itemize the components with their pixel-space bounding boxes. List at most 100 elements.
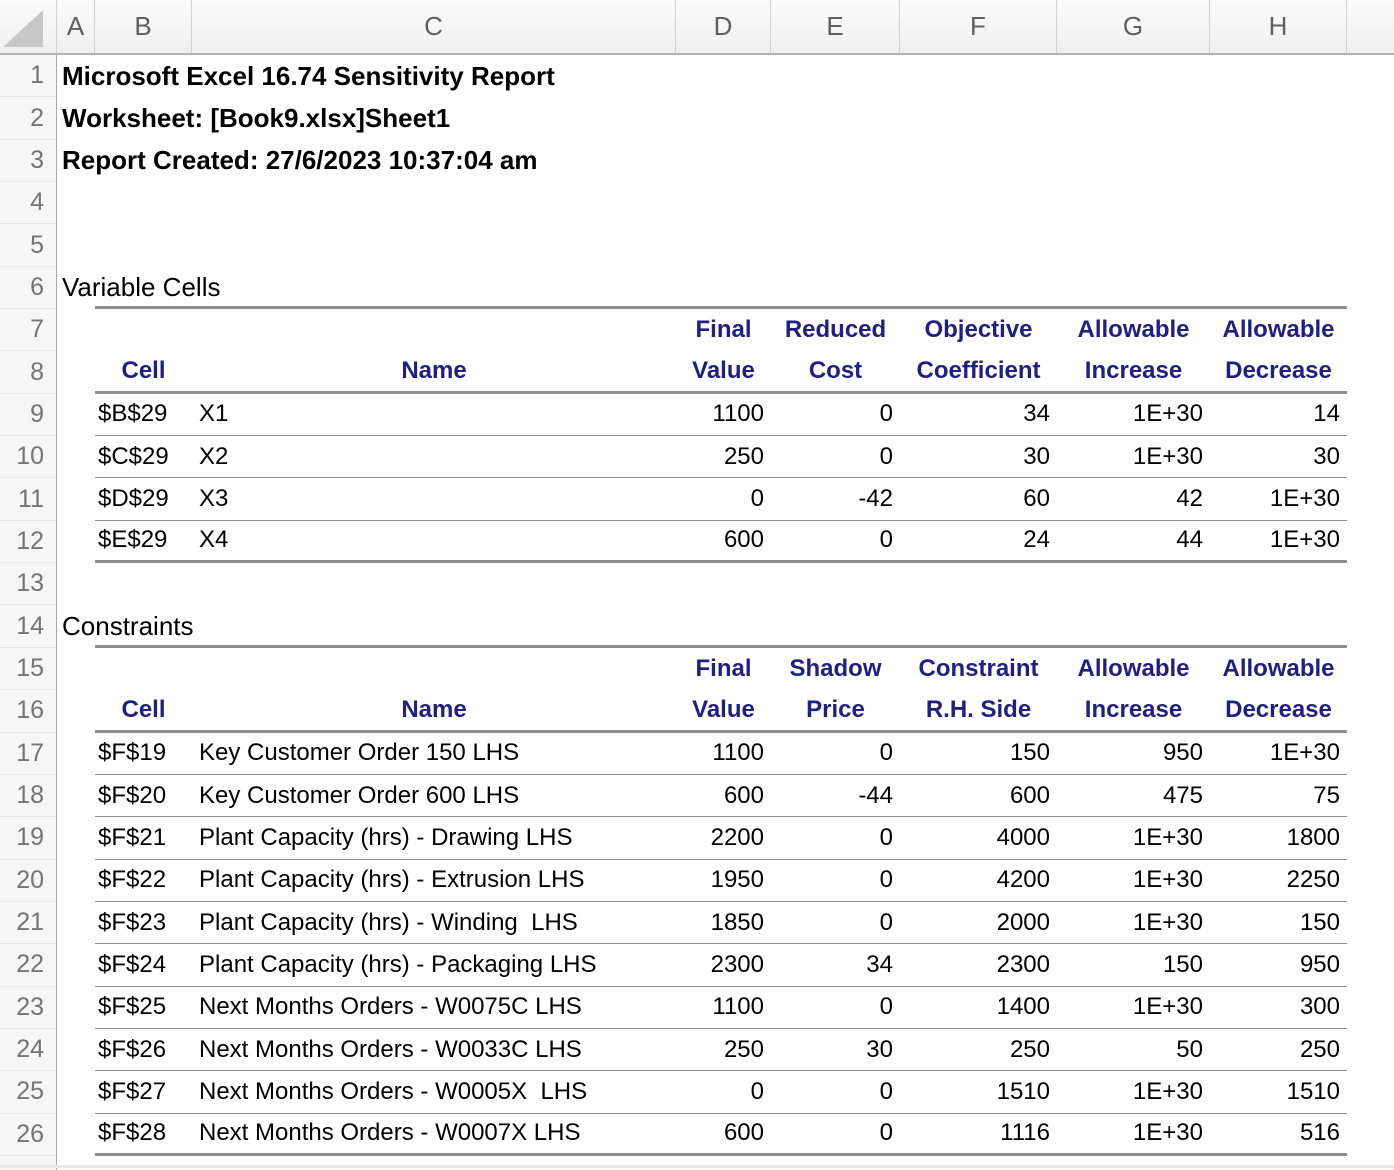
row-header[interactable]: 15	[0, 648, 56, 691]
ct-header-value[interactable]: Value	[692, 695, 755, 723]
row-header[interactable]: 16	[0, 690, 56, 733]
allowable-increase[interactable]: 1E+30	[1132, 823, 1203, 851]
cell-ref[interactable]: $C$29	[98, 442, 169, 470]
allowable-decrease[interactable]: 150	[1299, 908, 1340, 936]
variable-name[interactable]: X2	[199, 442, 229, 470]
vc-header-allowable-dec[interactable]: Allowable	[1222, 316, 1335, 344]
vc-header-cell[interactable]: Cell	[121, 357, 166, 385]
shadow-price[interactable]: 30	[866, 1035, 893, 1063]
constraint-rhs[interactable]: 4200	[996, 866, 1050, 894]
shadow-price[interactable]: 34	[866, 950, 893, 978]
ct-header-increase[interactable]: Increase	[1084, 695, 1183, 723]
constraint-name[interactable]: Next Months Orders - W0005X LHS	[199, 1078, 588, 1105]
row-header[interactable]: 13	[0, 563, 56, 606]
final-value[interactable]: 1850	[710, 908, 764, 936]
final-value[interactable]: 0	[750, 485, 764, 513]
allowable-decrease[interactable]: 1E+30	[1269, 526, 1340, 554]
allowable-decrease[interactable]: 250	[1299, 1035, 1340, 1063]
constraint-rhs[interactable]: 1510	[996, 1078, 1050, 1105]
cell-ref[interactable]: $F$25	[98, 993, 167, 1021]
row-header[interactable]: 7	[0, 309, 56, 352]
constraint-name[interactable]: Key Customer Order 600 LHS	[199, 781, 520, 809]
final-value[interactable]: 1100	[712, 993, 764, 1021]
vc-header-final[interactable]: Final	[695, 316, 752, 344]
allowable-decrease[interactable]: 1E+30	[1269, 485, 1340, 513]
vc-header-allowable-inc[interactable]: Allowable	[1077, 316, 1190, 344]
row-header[interactable]: 6	[0, 267, 56, 310]
variable-cells-label[interactable]: Variable Cells	[62, 272, 221, 303]
allowable-increase[interactable]: 42	[1176, 485, 1203, 513]
ct-header-name[interactable]: Name	[401, 695, 467, 723]
constraint-rhs[interactable]: 1400	[996, 993, 1050, 1021]
constraint-name[interactable]: Next Months Orders - W0075C LHS	[199, 993, 582, 1021]
constraints-label[interactable]: Constraints	[62, 611, 194, 642]
vc-header-reduced[interactable]: Reduced	[784, 316, 887, 344]
ct-header-price[interactable]: Price	[806, 695, 865, 723]
allowable-increase[interactable]: 950	[1162, 739, 1203, 767]
final-value[interactable]: 250	[723, 1035, 764, 1063]
shadow-price[interactable]: 0	[879, 866, 893, 894]
allowable-decrease[interactable]: 75	[1313, 781, 1340, 809]
row-header[interactable]: 9	[0, 394, 56, 437]
allowable-decrease[interactable]: 30	[1313, 442, 1340, 470]
allowable-decrease[interactable]: 1E+30	[1269, 739, 1340, 767]
final-value[interactable]: 1950	[710, 866, 764, 894]
final-value[interactable]: 600	[723, 1119, 764, 1147]
vc-header-increase[interactable]: Increase	[1084, 357, 1183, 385]
row-header[interactable]: 14	[0, 605, 56, 648]
vc-header-decrease[interactable]: Decrease	[1225, 357, 1332, 385]
shadow-price[interactable]: 0	[879, 993, 893, 1021]
objective-coefficient[interactable]: 24	[1023, 526, 1050, 554]
allowable-decrease[interactable]: 14	[1313, 400, 1340, 428]
allowable-increase[interactable]: 1E+30	[1132, 442, 1203, 470]
allowable-decrease[interactable]: 1800	[1286, 823, 1340, 851]
row-header[interactable]: 22	[0, 944, 56, 987]
allowable-increase[interactable]: 44	[1176, 526, 1203, 554]
constraint-name[interactable]: Key Customer Order 150 LHS	[199, 739, 520, 767]
cell-ref[interactable]: $F$20	[98, 781, 167, 809]
constraint-name[interactable]: Plant Capacity (hrs) - Winding LHS	[199, 908, 578, 936]
row-header[interactable]: 2	[0, 97, 56, 140]
ct-header-rhs[interactable]: R.H. Side	[925, 695, 1032, 723]
row-header[interactable]: 21	[0, 902, 56, 945]
shadow-price[interactable]: 0	[879, 1119, 893, 1147]
shadow-price[interactable]: 0	[879, 1078, 893, 1105]
cell-ref[interactable]: $F$21	[98, 823, 167, 851]
column-header[interactable]: E	[771, 0, 900, 53]
row-header[interactable]: 24	[0, 1029, 56, 1072]
row-header[interactable]: 26	[0, 1114, 56, 1156]
cell-ref[interactable]: $F$19	[98, 739, 167, 767]
column-header[interactable]: G	[1057, 0, 1210, 53]
allowable-increase[interactable]: 1E+30	[1132, 866, 1203, 894]
final-value[interactable]: 250	[723, 442, 764, 470]
cell-ref[interactable]: $F$22	[98, 866, 167, 894]
constraint-name[interactable]: Next Months Orders - W0033C LHS	[199, 1035, 582, 1063]
allowable-increase[interactable]: 150	[1162, 950, 1203, 978]
column-header[interactable]: D	[676, 0, 771, 53]
allowable-increase[interactable]: 1E+30	[1132, 1078, 1203, 1105]
select-all-corner[interactable]	[0, 0, 57, 53]
allowable-decrease[interactable]: 516	[1299, 1119, 1340, 1147]
row-header[interactable]: 3	[0, 140, 56, 183]
reduced-cost[interactable]: 0	[879, 400, 893, 428]
ct-header-cell[interactable]: Cell	[121, 695, 166, 723]
shadow-price[interactable]: -44	[858, 781, 893, 809]
column-header[interactable]: C	[192, 0, 676, 53]
row-header[interactable]: 8	[0, 351, 56, 394]
vc-header-name[interactable]: Name	[401, 357, 467, 385]
constraint-rhs[interactable]: 600	[1009, 781, 1050, 809]
variable-name[interactable]: X3	[199, 485, 229, 513]
row-header[interactable]: 17	[0, 733, 56, 775]
column-header[interactable]: H	[1210, 0, 1347, 53]
cell-ref[interactable]: $F$24	[98, 950, 167, 978]
final-value[interactable]: 600	[723, 781, 764, 809]
reduced-cost[interactable]: 0	[879, 526, 893, 554]
row-header[interactable]: 5	[0, 224, 56, 267]
row-header[interactable]: 20	[0, 860, 56, 902]
cell-ref[interactable]: $D$29	[98, 485, 169, 513]
ct-header-decrease[interactable]: Decrease	[1225, 695, 1332, 723]
final-value[interactable]: 2300	[710, 950, 764, 978]
ct-header-final[interactable]: Final	[695, 655, 752, 683]
constraint-rhs[interactable]: 2300	[996, 950, 1050, 978]
row-header[interactable]: 11	[0, 478, 56, 521]
